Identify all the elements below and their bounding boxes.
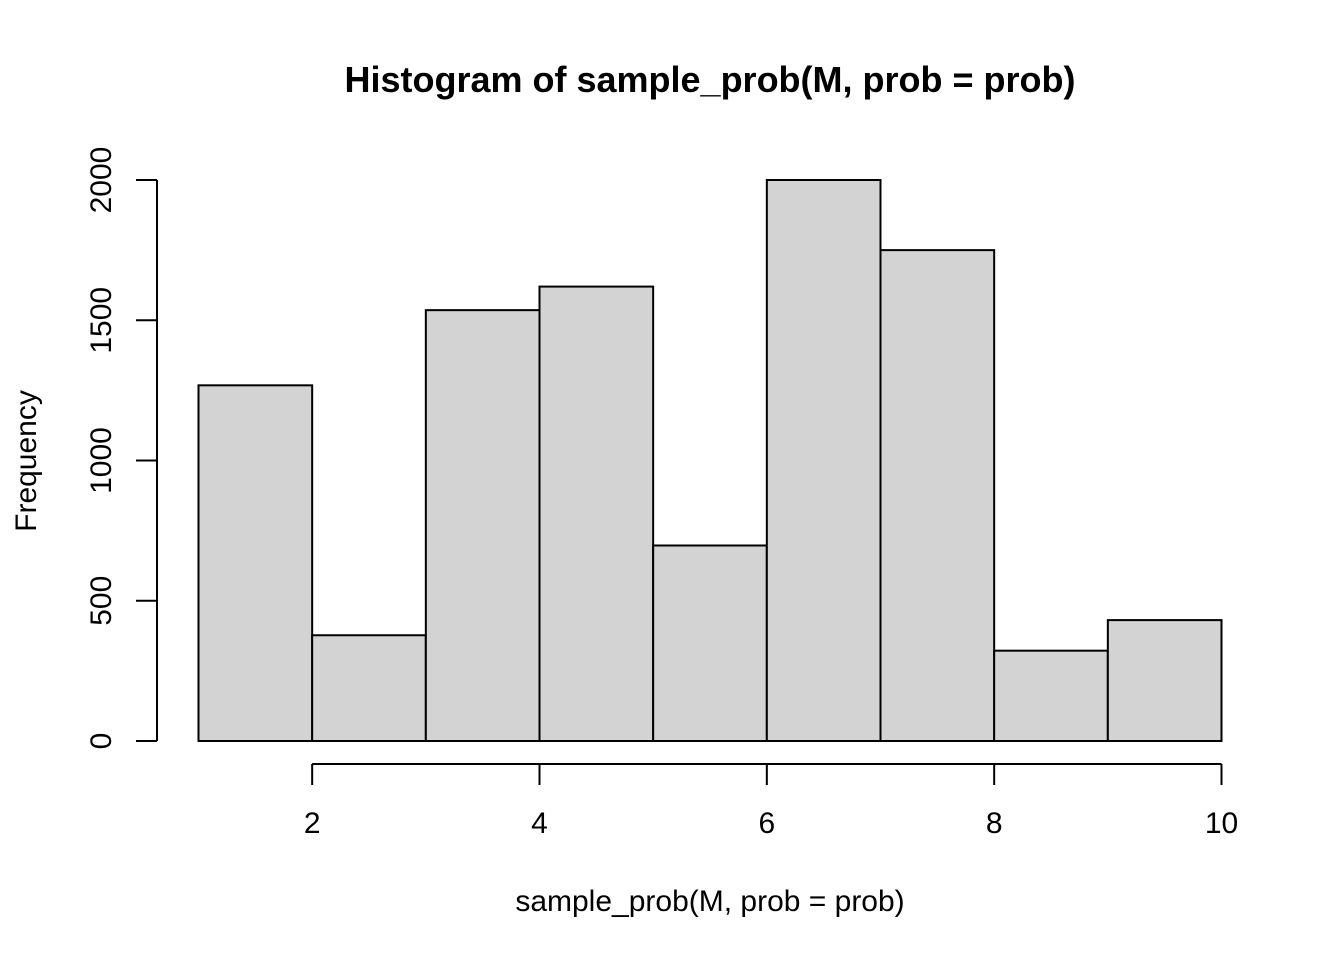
histogram-bar-8 [993, 649, 1109, 743]
histogram-bar-3 [424, 309, 541, 742]
x-tick-label: 10 [1205, 807, 1238, 840]
bars-group [197, 179, 1223, 743]
histogram-bar-4 [538, 285, 655, 742]
histogram-bar-5 [652, 544, 768, 743]
y-tick-label: 500 [85, 576, 118, 626]
histogram-bar-6 [765, 179, 882, 742]
x-tick-label: 4 [531, 807, 548, 840]
histogram-bar-1 [197, 384, 314, 742]
y-tick-label: 0 [85, 733, 118, 750]
y-axis-label: Frequency [10, 390, 43, 532]
x-axis-label: sample_prob(M, prob = prob) [515, 885, 904, 918]
histogram-bar-2 [311, 634, 427, 743]
y-tick-label: 2000 [85, 147, 118, 214]
y-tick-label: 1500 [85, 287, 118, 354]
x-tick-label: 2 [304, 807, 321, 840]
chart-title: Histogram of sample_prob(M, prob = prob) [344, 59, 1075, 100]
histogram-bar-9 [1106, 619, 1223, 742]
y-tick-label: 1000 [85, 427, 118, 494]
y-axis: 0 500 1000 1500 2000 [85, 147, 158, 750]
x-tick-label: 6 [758, 807, 775, 840]
x-tick-label: 8 [986, 807, 1003, 840]
histogram-bar-7 [879, 249, 996, 742]
x-axis: 2 4 6 8 10 [304, 763, 1238, 840]
